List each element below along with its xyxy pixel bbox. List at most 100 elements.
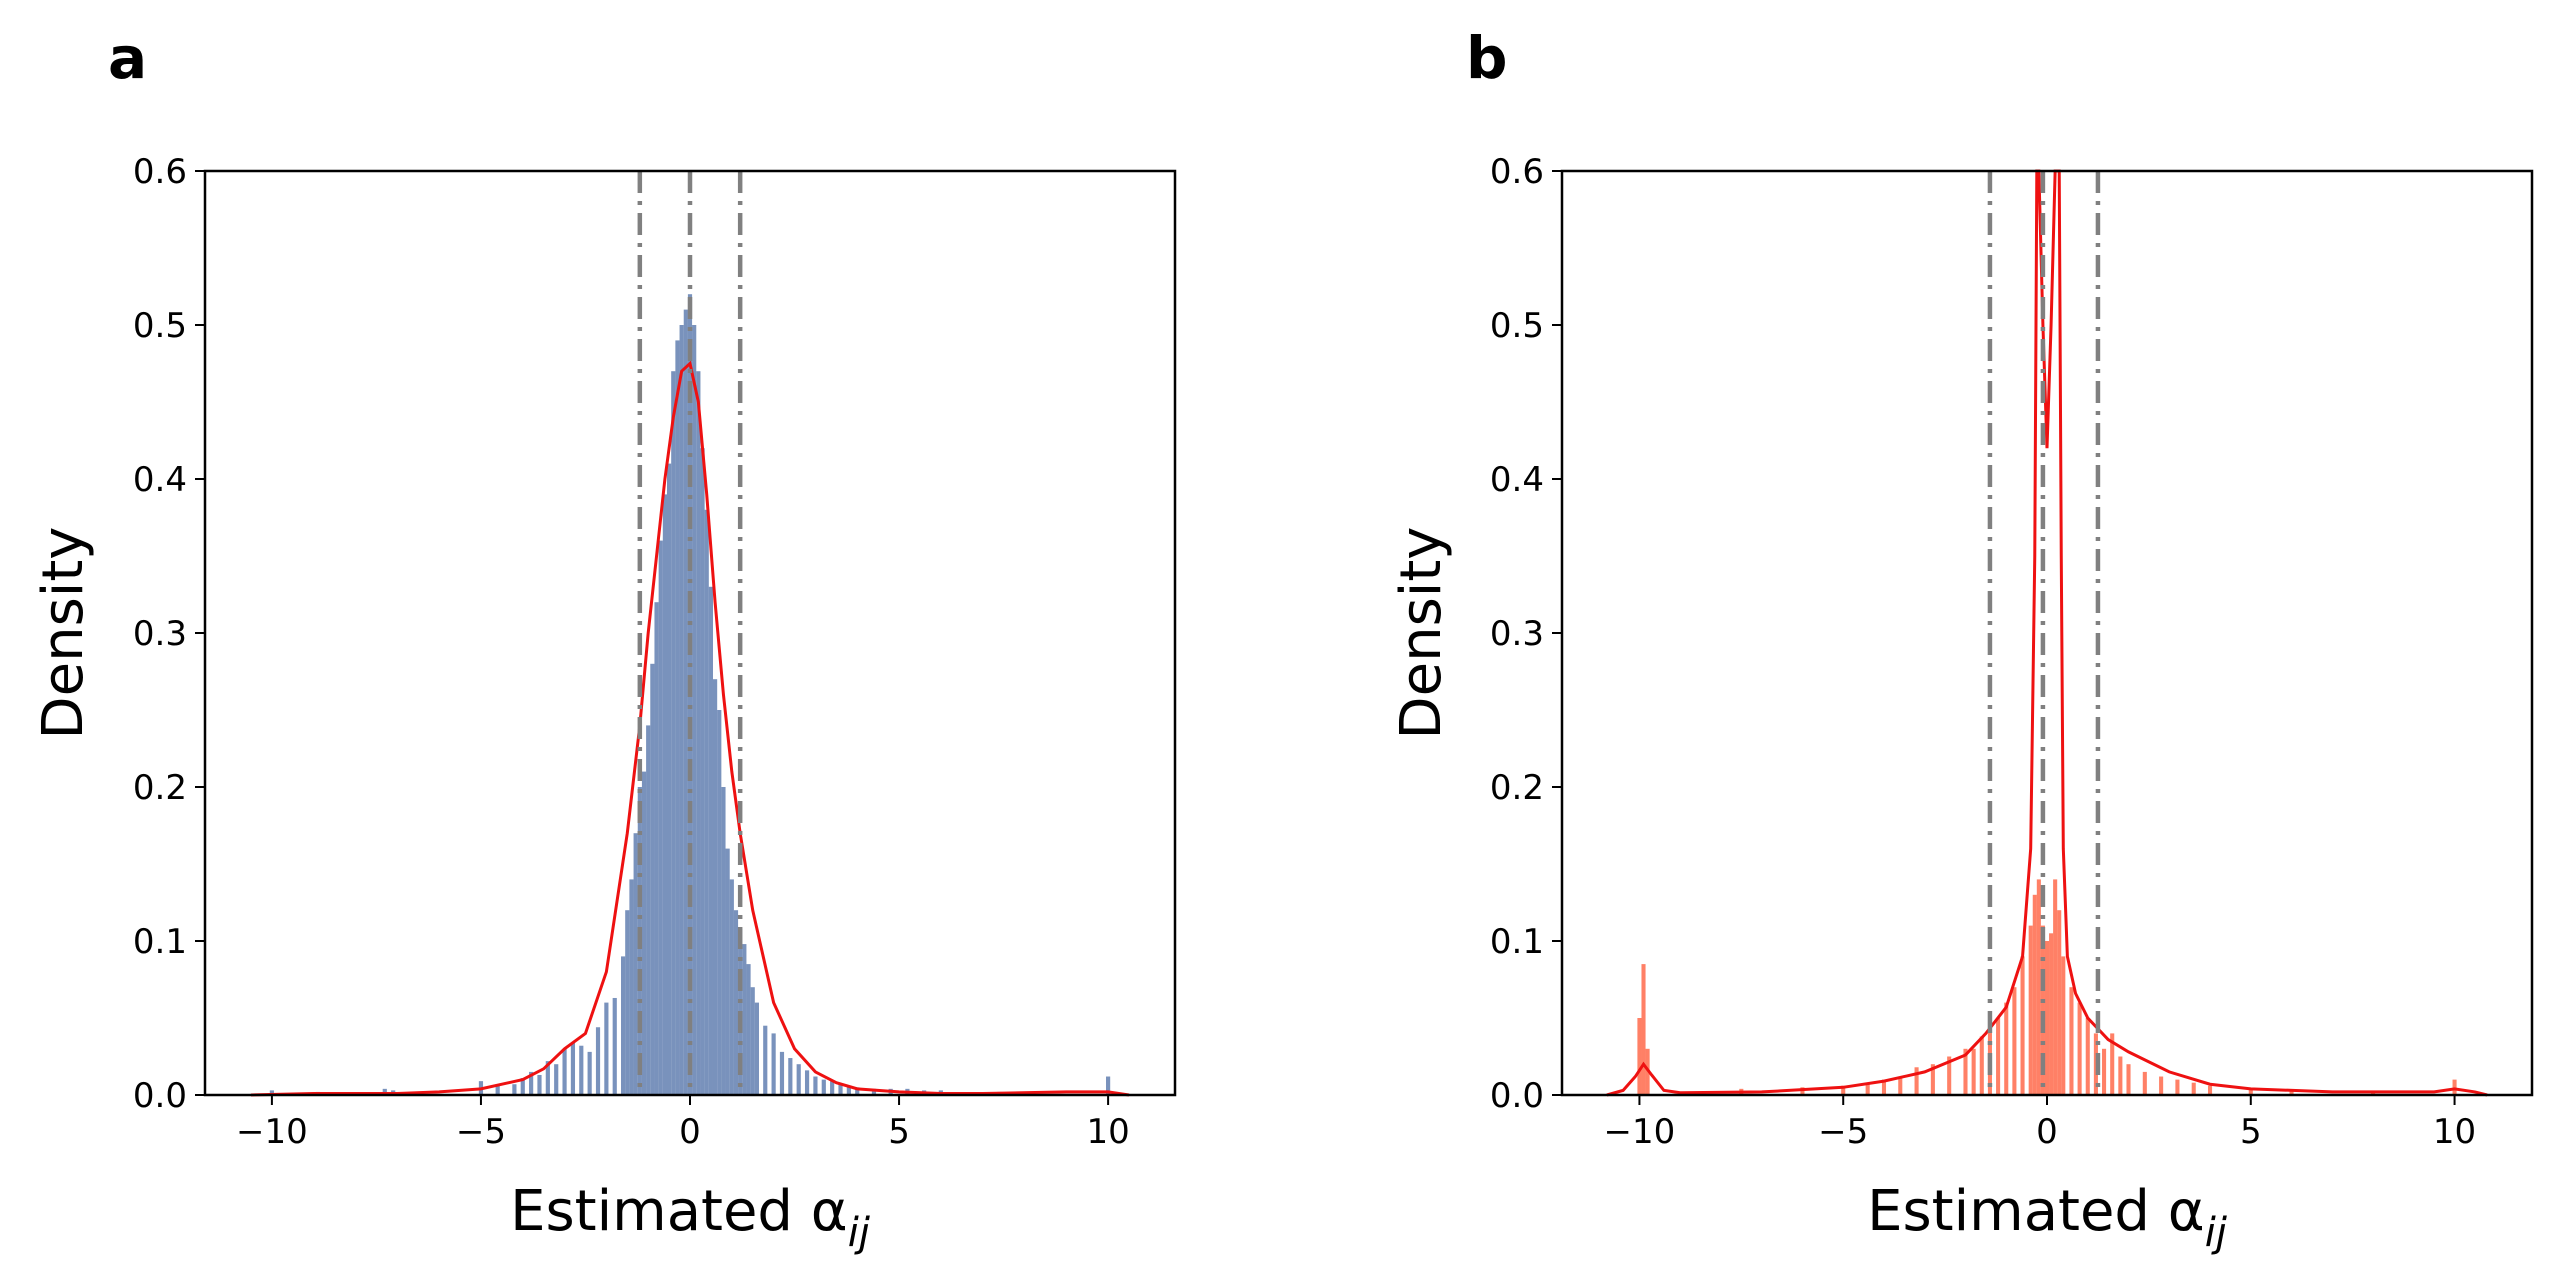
panel-a-y-tick-label: 0.3 [133,614,187,654]
panel-a-letter: a [108,24,147,92]
panel-a-x-tick-label: −5 [456,1112,506,1152]
panel-a-hist-bar [679,325,684,1095]
panel-b-hist-bar [2371,1091,2376,1095]
panel-a: a −10 −5 0 5 10 0.0 0.1 0.2 0.3 0.4 0.5 0.6 Densit… [31,24,1177,1256]
panel-b-hist-bar [1898,1076,1903,1095]
panel-a-y-tick-label: 0.5 [133,306,187,346]
panel-b-hist-bar [2020,956,2025,1095]
panel-b-hist-bar [2057,910,2062,1095]
panel-a-hist-bar [1106,1076,1111,1095]
panel-b-x-tick-label: 0 [2036,1112,2058,1152]
panel-a-hist-bar [562,1048,567,1095]
panel-b-x-tick-label: −10 [1604,1112,1676,1152]
panel-a-hist-bar [382,1088,387,1095]
panel-b-hist-bar [2012,987,2017,1095]
panel-b-y-tick-label: 0.3 [1490,614,1544,654]
panel-b-hist-bar [2061,956,2066,1095]
panel-a-x-tick-label: 5 [888,1112,910,1152]
panel-b-hist-bar [2053,879,2058,1095]
panel-a-hist-bar [633,833,638,1095]
panel-a-hist-bar [813,1076,818,1095]
panel-a-hist-bar [796,1064,801,1095]
panel-b-hist-bar [1914,1067,1919,1095]
panel-a-hist-bar [641,771,647,1095]
panel-b-hist-bar [2110,1033,2115,1095]
panel-a-hist-bar [520,1078,525,1095]
panel-a-x-axis-label-text: Estimated α [510,1179,848,1244]
panel-b-y-tick-label: 0.1 [1490,922,1544,962]
panel-a-hist-bar [537,1074,542,1095]
panel-a-hist-bar [570,1042,576,1095]
panel-a-hist-bar [733,910,739,1095]
panel-a-hist-bar [529,1071,534,1095]
panel-a-hist-bar [604,1002,609,1095]
panel-b-hist-bar [2175,1079,2180,1095]
panel-a-hist-bar [779,1051,785,1095]
panel-a-hist-bar [830,1081,835,1095]
panel-a-hist-bar [838,1084,843,1095]
panel-a-hist-bar [621,956,626,1095]
panel-a-hist-bar [821,1079,826,1095]
panel-b-y-tick-label: 0.5 [1490,306,1544,346]
panel-b-hist-bar [1841,1085,1846,1095]
panel-a-y-tick-label: 0.2 [133,768,187,808]
panel-a-hist-bar [667,463,672,1096]
panel-b-hist-bar [1800,1087,1805,1095]
panel-a-hist-bar [746,964,751,1095]
panel-a-hist-bar [654,602,659,1095]
panel-a-hist-bar [750,987,755,1095]
panel-a-hist-bar [662,494,667,1095]
panel-a-y-tick-label: 0.6 [133,152,187,192]
panel-a-hist-bar [696,371,701,1095]
panel-b-hist-bar [2289,1090,2294,1095]
panel-b-hist-bar [1947,1056,1952,1095]
panel-a-hist-bar [788,1058,793,1095]
panel-b-x-ticks: −10 −5 0 5 10 [1604,1095,2476,1152]
panel-a-hist-bar [650,663,655,1095]
panel-a-hist-bar [587,1051,592,1095]
panel-a-hist-bar [675,340,680,1095]
panel-a-hist-bar [595,1027,601,1095]
panel-b-hist-bar [1881,1079,1887,1095]
panel-a-hist-bar [692,325,697,1095]
panel-a-hist-bar [512,1084,517,1095]
panel-b-hist-bar [2207,1085,2213,1095]
panel-a-hist-bar [646,725,651,1095]
panel-b-hist-bar [2118,1056,2123,1095]
panel-b-hist-bar [1963,1048,1968,1095]
panel-a-reference-lines [637,171,743,1095]
panel-a-hist-bar [708,586,713,1095]
panel-b-hist-bar [2248,1088,2253,1095]
panel-b-y-tick-label: 0.6 [1490,152,1544,192]
panel-a-y-axis-label: Density [31,527,96,740]
panel-a-hist-bar [763,1025,768,1095]
panel-b-hist-bar [1930,1064,1935,1095]
panel-a-x-tick-label: 0 [679,1112,701,1152]
panel-a-x-tick-label: 10 [1086,1112,1129,1152]
panel-b-hist-bar [2044,941,2050,1095]
panel-a-hist-bar [704,509,709,1095]
panel-b-letter: b [1466,24,1508,92]
panel-b-hist-bar [2004,1002,2009,1095]
panel-b-hist-bar [2036,879,2041,1095]
panel-a-hist-bar [729,879,734,1095]
panel-a-hist-bar [545,1061,550,1095]
panel-b-hist-bar [1996,1018,2001,1095]
panel-b-hist-bar [1637,1018,1642,1095]
panel-a-x-tick-label: −10 [236,1112,308,1152]
panel-b-y-ticks: 0.0 0.1 0.2 0.3 0.4 0.5 0.6 [1490,152,1562,1116]
panel-b-hist-bar [1971,1048,1976,1095]
panel-a-hist-bar [612,997,617,1095]
panel-a-hist-bar [721,787,726,1095]
panel-b-hist-bar [1641,964,1646,1095]
panel-a-hist-bar [804,1070,810,1095]
panel-a-hist-bar [625,910,630,1095]
panel-b-bars [1637,879,2457,1095]
panel-a-hist-bar [683,309,688,1096]
panel-a-hist-bar [579,1045,584,1095]
panel-a-hist-bar [717,710,722,1095]
panel-a-y-ticks: 0.0 0.1 0.2 0.3 0.4 0.5 0.6 [133,152,205,1116]
panel-a-hist-bar [495,1084,500,1095]
panel-b-x-axis-label-text: Estimated α [1867,1179,2205,1244]
